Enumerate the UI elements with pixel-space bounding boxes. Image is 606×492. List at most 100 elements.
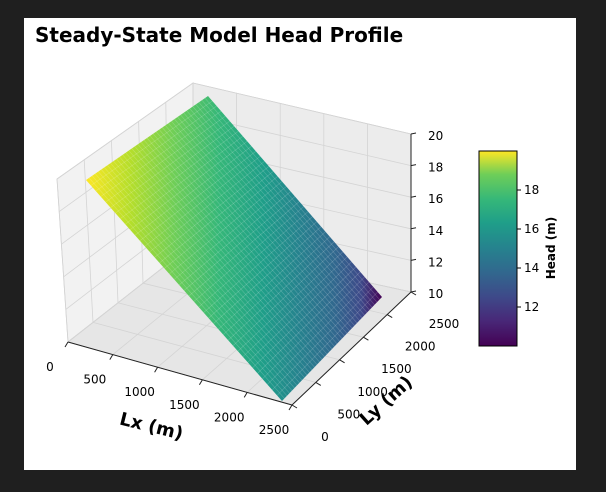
y-tick-label-0: 0 xyxy=(321,430,329,444)
z-tick-label-5: 20 xyxy=(428,129,443,143)
y-tick-label-1: 500 xyxy=(337,407,360,421)
mesh-line-y xyxy=(162,127,345,337)
mesh-line-y xyxy=(186,110,365,316)
mesh-line-y xyxy=(201,100,378,303)
mesh-line-y xyxy=(171,121,353,329)
mesh-line-x xyxy=(198,211,309,308)
mesh-line-x xyxy=(203,216,313,313)
mesh-line-x xyxy=(218,231,326,330)
mesh-line-x xyxy=(267,281,370,385)
mesh-line-x xyxy=(193,206,304,302)
grid-line-left-z-5 xyxy=(56,82,194,180)
mesh-line-x xyxy=(125,135,243,225)
figure: 0 500 1000 1500 2000 2500 0 500 1000 1500 2000 2500… xyxy=(24,18,576,470)
mesh-line-x xyxy=(208,221,317,319)
x-tick-2 xyxy=(154,366,159,373)
colorbar-tick-label-1: 14 xyxy=(524,261,539,275)
mesh-line-y xyxy=(155,131,340,342)
mesh-line-y xyxy=(137,144,325,357)
mesh-line-x xyxy=(115,125,235,214)
mesh-line-x xyxy=(164,176,278,269)
x-tick-label-2: 1000 xyxy=(124,385,155,399)
y-axis-line xyxy=(291,291,412,406)
grid-line-z-5 xyxy=(192,82,412,135)
y-tick-label-5: 2500 xyxy=(429,317,460,331)
z-tick-4 xyxy=(410,164,417,167)
y-tick-1 xyxy=(315,381,322,386)
mesh-line-x xyxy=(134,146,252,236)
mesh-line-x xyxy=(178,191,291,286)
y-tick-label-2: 1000 xyxy=(357,385,388,399)
mesh-line-y xyxy=(140,142,328,355)
y-tick-3 xyxy=(363,336,369,341)
y-axis-title: Ly (m) xyxy=(356,372,417,430)
z-tick-5 xyxy=(410,132,417,135)
colorbar-tick-label-3: 18 xyxy=(524,183,539,197)
head-surface xyxy=(86,96,382,401)
colorbar-bar xyxy=(478,150,518,347)
z-tick-2 xyxy=(410,227,417,230)
z-tick-label-1: 12 xyxy=(428,255,443,269)
mesh-line-x xyxy=(237,251,344,352)
colorbar-ticks: 12 14 16 18 xyxy=(517,183,539,314)
mesh-line-y xyxy=(192,106,370,311)
x-tick-1 xyxy=(109,354,114,360)
mesh-line-x xyxy=(257,271,361,374)
mesh-line-y xyxy=(91,175,288,396)
mesh-line-y xyxy=(101,169,295,389)
mesh-line-y xyxy=(113,160,305,378)
y-tick-label-3: 1500 xyxy=(381,362,412,376)
x-tick-4 xyxy=(243,392,248,398)
x-tick-5 xyxy=(288,404,293,411)
mesh-line-x xyxy=(144,156,261,247)
mesh-line-y xyxy=(110,163,303,381)
mesh-line-x xyxy=(183,196,296,291)
mesh-line-y xyxy=(168,123,350,331)
y-tick-0 xyxy=(291,404,298,409)
mesh-line-x xyxy=(95,105,217,192)
mesh-line-y xyxy=(134,146,323,360)
x-axis-line xyxy=(67,341,293,406)
surface-mesh xyxy=(88,97,380,399)
chart-plot: 0 500 1000 1500 2000 2500 0 500 1000 1500 2000 2500… xyxy=(46,82,558,445)
mesh-line-y xyxy=(149,135,335,347)
mesh-line-x xyxy=(242,256,348,358)
mesh-line-y xyxy=(152,133,338,344)
mesh-line-x xyxy=(174,186,287,280)
colorbar: 12 14 16 18 Head (m) xyxy=(478,150,558,347)
y-tick-4 xyxy=(386,314,393,319)
x-tick-label-0: 0 xyxy=(46,360,54,374)
colorbar-tick-label-2: 16 xyxy=(524,222,539,236)
mesh-line-x xyxy=(120,130,239,219)
z-tick-0 xyxy=(410,290,417,293)
mesh-line-y xyxy=(94,173,290,394)
mesh-line-x xyxy=(159,171,274,264)
mesh-line-y xyxy=(195,104,373,308)
surface-plane xyxy=(86,96,382,401)
x-tick-label-3: 1500 xyxy=(169,398,200,412)
mesh-line-y xyxy=(107,165,300,383)
mesh-line-x xyxy=(149,161,265,253)
mesh-line-y xyxy=(146,137,333,350)
mesh-line-y xyxy=(97,171,293,391)
mesh-line-y xyxy=(143,139,330,352)
y-tick-label-4: 2000 xyxy=(405,340,436,354)
x-tick-0 xyxy=(64,341,69,348)
x-tick-label-1: 500 xyxy=(83,373,106,387)
mesh-line-x xyxy=(100,110,222,197)
z-tick-label-4: 18 xyxy=(428,161,443,175)
y-tick-5 xyxy=(410,291,417,296)
mesh-line-y xyxy=(204,97,380,300)
grid-line-left-y-0 xyxy=(56,178,69,343)
mesh-line-x xyxy=(110,120,230,208)
x-tick-3 xyxy=(198,379,203,386)
z-tick-label-2: 14 xyxy=(428,224,443,238)
z-tick-label-0: 10 xyxy=(428,287,443,301)
mesh-line-y xyxy=(174,118,355,326)
mesh-line-y xyxy=(116,158,308,376)
mesh-line-y xyxy=(104,167,298,386)
x-axis-title: Lx (m) xyxy=(117,409,185,445)
mesh-line-x xyxy=(247,261,352,363)
mesh-line-y xyxy=(119,156,310,373)
z-tick-label-3: 16 xyxy=(428,192,443,206)
